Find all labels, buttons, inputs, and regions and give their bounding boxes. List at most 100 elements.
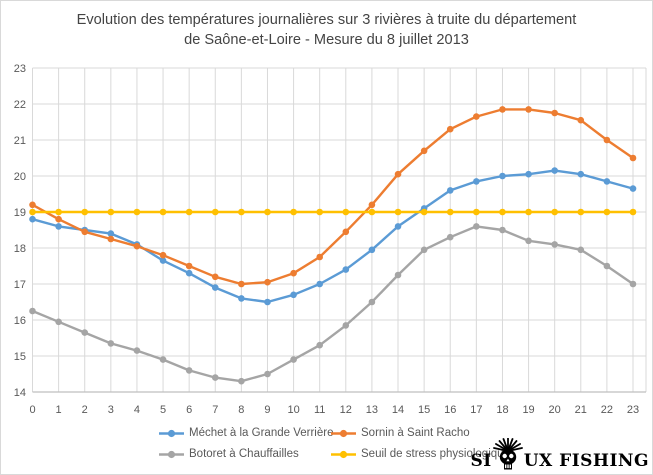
data-point [107,340,115,347]
svg-text:19: 19 [522,404,534,416]
chart-title-line1: Evolution des températures journalières … [76,12,577,28]
data-point [577,208,585,216]
legend-item-mechet: Méchet à la Grande Verrière [159,427,334,439]
data-point [316,208,323,216]
data-point [316,253,323,261]
legend-label-mechet: Méchet à la Grande Verrière [189,427,334,439]
logo-text-right: UX FISHING [523,451,649,471]
svg-text:12: 12 [340,404,352,416]
data-point [159,251,167,259]
svg-text:15: 15 [14,351,26,363]
data-point [342,322,350,329]
svg-text:20: 20 [14,171,26,183]
svg-text:14: 14 [392,404,404,416]
data-point [525,106,532,113]
data-point [29,215,36,223]
data-point [499,106,506,113]
series-3 [29,208,637,216]
data-point [29,307,36,315]
data-point [525,237,532,245]
data-point [159,208,167,216]
chart-legend: Méchet à la Grande Verrière Sornin à Sai… [159,427,541,460]
data-point [368,208,376,216]
data-point [238,208,245,216]
data-point [342,208,350,216]
svg-text:11: 11 [314,404,325,416]
svg-text:1: 1 [56,404,62,416]
svg-text:18: 18 [496,404,508,416]
legend-item-botoret: Botoret à Chauffailles [159,448,331,460]
svg-text:6: 6 [186,404,192,416]
data-point [473,208,480,216]
svg-text:13: 13 [366,404,378,416]
data-point [159,257,167,264]
data-point [629,280,637,288]
data-point [185,367,193,374]
data-point [577,170,585,178]
data-point [446,187,454,194]
svg-text:22: 22 [14,99,26,111]
data-point [551,208,558,216]
svg-text:23: 23 [14,63,26,75]
svg-text:19: 19 [14,207,26,219]
chart-title-line2: de Saône-et-Loire - Mesure du 8 juillet … [184,32,469,48]
svg-text:21: 21 [575,404,587,416]
data-point [499,208,506,216]
data-point [420,208,428,216]
data-point [577,246,585,254]
data-point [629,154,637,162]
data-point [525,208,532,216]
data-point [133,242,141,250]
data-point [29,201,36,209]
svg-text:18: 18 [14,243,26,255]
data-point [551,167,558,174]
data-point [185,269,193,277]
data-point [290,208,297,216]
data-point [473,113,480,120]
data-point [603,178,611,185]
data-point [525,170,532,178]
data-point [446,208,454,216]
svg-text:21: 21 [14,135,26,147]
data-point [264,298,271,306]
data-point [211,273,219,281]
data-point [551,241,558,248]
data-point [55,215,62,223]
data-point [420,246,428,254]
series-0 [29,167,637,306]
data-point [55,318,62,326]
svg-text:0: 0 [29,404,35,416]
legend-label-sornin: Sornin à Saint Racho [361,427,470,439]
data-point [316,341,323,349]
data-point [290,356,297,363]
svg-text:7: 7 [212,404,218,416]
data-point [107,235,115,243]
svg-text:17: 17 [470,404,482,416]
data-point [473,223,480,230]
svg-text:14: 14 [14,387,26,399]
data-point [81,329,89,336]
data-point [107,230,115,237]
data-point [238,280,245,288]
data-point [446,233,454,241]
data-point [238,295,245,302]
legend-label-botoret: Botoret à Chauffailles [189,448,299,460]
data-point [264,208,271,216]
data-point [551,109,558,117]
data-point [368,298,376,306]
data-point [394,208,402,216]
legend-marker-mechet [159,429,184,437]
data-point [342,228,350,236]
data-point [368,201,376,209]
svg-text:20: 20 [549,404,561,416]
data-point [133,347,141,354]
data-point [368,246,376,254]
data-point [316,280,323,288]
data-point [264,370,271,378]
data-point [133,208,141,216]
series-2 [29,223,637,385]
data-point [290,269,297,277]
